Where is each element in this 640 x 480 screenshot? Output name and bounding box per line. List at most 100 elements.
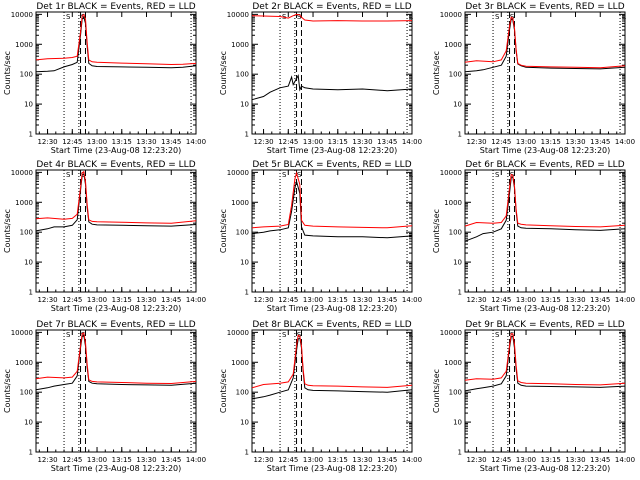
y-tick-label: 1 [458, 289, 462, 297]
x-tick-label: 13:30 [565, 138, 585, 146]
x-tick-label: 13:15 [328, 296, 348, 304]
x-tick-label: 13:15 [541, 138, 561, 146]
x-tick-label: 12:45 [62, 296, 82, 304]
x-axis-label: Start Time (23-Aug-08 12:23:20) [267, 464, 398, 473]
marker-label: S [510, 13, 515, 21]
y-tick-label: 1000 [444, 199, 462, 207]
x-tick-label: 13:00 [303, 456, 323, 464]
panel-det-3: Det 3r BLACK = Events, RED = LLD 1 10 100 10… [432, 2, 635, 155]
marker-label: L [193, 331, 197, 339]
marker-label: L [622, 331, 626, 339]
y-tick-label: 10 [240, 419, 249, 427]
x-tick-label: 12:30 [466, 138, 486, 146]
x-axis-label: Start Time (23-Aug-08 12:23:20) [480, 304, 611, 313]
y-tick-label: 10 [240, 259, 249, 267]
plot-frame [251, 11, 413, 135]
x-tick-label: 13:00 [516, 138, 536, 146]
x-tick-label: 13:15 [328, 456, 348, 464]
x-tick-label: 12:45 [62, 456, 82, 464]
panel-title: Det 1r BLACK = Events, RED = LLD [36, 2, 195, 12]
x-tick-label: 13:30 [136, 296, 156, 304]
plot-frame [35, 169, 197, 293]
x-tick-label: 13:00 [303, 296, 323, 304]
plot-frame [251, 329, 413, 453]
x-axis-label: Start Time (23-Aug-08 12:23:20) [51, 146, 182, 155]
x-tick-label: 13:00 [303, 138, 323, 146]
x-tick-label: 12:45 [278, 138, 298, 146]
x-tick-label: 14:00 [402, 138, 422, 146]
y-tick-label: 100 [236, 229, 249, 237]
marker-label: L [622, 171, 626, 179]
y-axis-label: Counts/sec [432, 209, 441, 253]
y-tick-label: 1 [458, 449, 462, 457]
y-tick-label: 1 [29, 131, 33, 139]
series-line-events [251, 73, 413, 101]
y-tick-label: 100 [449, 389, 462, 397]
marker-label: S [495, 13, 500, 21]
x-tick-label: 12:45 [278, 456, 298, 464]
marker-label: L [622, 13, 626, 21]
x-tick-label: 13:45 [590, 296, 610, 304]
series-line-events [464, 176, 626, 242]
y-tick-label: 1000 [444, 359, 462, 367]
x-tick-label: 12:30 [37, 138, 57, 146]
x-tick-label: 14:00 [186, 456, 206, 464]
panel-title: Det 9r BLACK = Events, RED = LLD [465, 320, 624, 330]
y-tick-label: 100 [20, 389, 33, 397]
x-tick-label: 14:00 [402, 296, 422, 304]
x-tick-label: 14:00 [186, 138, 206, 146]
x-tick-label: 13:30 [565, 296, 585, 304]
panel-title: Det 3r BLACK = Events, RED = LLD [465, 2, 624, 12]
y-tick-label: 1 [29, 449, 33, 457]
x-tick-label: 13:15 [112, 296, 132, 304]
y-axis-label: Counts/sec [432, 51, 441, 95]
marker-label: S [297, 13, 302, 21]
panel-title: Det 6r BLACK = Events, RED = LLD [465, 160, 624, 170]
panel-title: Det 8r BLACK = Events, RED = LLD [252, 320, 411, 330]
x-tick-label: 12:45 [491, 296, 511, 304]
x-tick-label: 13:45 [590, 138, 610, 146]
plot-frame [464, 329, 626, 453]
y-tick-label: 10 [453, 259, 462, 267]
x-tick-label: 13:30 [352, 296, 372, 304]
x-tick-label: 12:30 [253, 456, 273, 464]
x-tick-label: 13:30 [352, 456, 372, 464]
series-line-events [35, 16, 197, 73]
x-axis-label: Start Time (23-Aug-08 12:23:20) [51, 464, 182, 473]
y-tick-label: 1000 [15, 41, 33, 49]
y-tick-label: 1 [29, 289, 33, 297]
x-tick-label: 12:30 [253, 296, 273, 304]
marker-label: S [66, 13, 71, 21]
y-tick-label: 1000 [444, 41, 462, 49]
panel-det-8: Det 8r BLACK = Events, RED = LLD 1 10 100 10… [219, 320, 422, 473]
x-tick-label: 13:15 [328, 138, 348, 146]
panel-det-4: Det 4r BLACK = Events, RED = LLD 1 10 100 10… [3, 160, 206, 313]
x-tick-label: 12:45 [278, 296, 298, 304]
x-tick-label: 14:00 [615, 296, 635, 304]
y-tick-label: 10000 [440, 329, 462, 337]
y-tick-label: 10000 [440, 169, 462, 177]
y-tick-label: 1000 [231, 359, 249, 367]
series-line-lld [35, 332, 197, 385]
panel-det-9: Det 9r BLACK = Events, RED = LLD 1 10 100 10… [432, 320, 635, 473]
x-tick-label: 13:45 [590, 456, 610, 464]
x-tick-label: 13:45 [161, 456, 181, 464]
panel-det-7: Det 7r BLACK = Events, RED = LLD 1 10 100 10… [3, 320, 206, 473]
y-axis-label: Counts/sec [432, 369, 441, 413]
x-tick-label: 14:00 [615, 138, 635, 146]
x-tick-label: 13:45 [377, 456, 397, 464]
marker-label: S [66, 331, 71, 339]
x-tick-label: 12:30 [37, 296, 57, 304]
y-tick-label: 1 [458, 131, 462, 139]
x-tick-label: 13:45 [161, 296, 181, 304]
x-tick-label: 14:00 [402, 456, 422, 464]
marker-label: S [66, 171, 71, 179]
plot-frame [251, 169, 413, 293]
y-tick-label: 10 [24, 259, 33, 267]
y-tick-label: 100 [20, 229, 33, 237]
plot-frame [35, 329, 197, 453]
y-tick-label: 10000 [11, 11, 33, 19]
x-tick-label: 13:00 [87, 138, 107, 146]
series-line-events [464, 18, 626, 73]
